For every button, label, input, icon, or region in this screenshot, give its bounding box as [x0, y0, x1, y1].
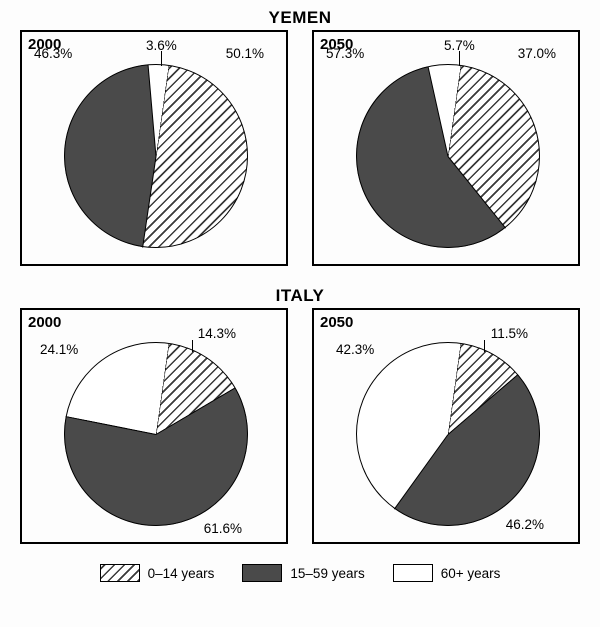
leader-line: [459, 51, 460, 66]
chart-italy-2000: 2000 14.3% 61.6% 24.1%: [20, 308, 288, 544]
pie-wrap: [64, 64, 248, 248]
slice-label: 57.3%: [326, 46, 364, 61]
leader-line: [161, 51, 162, 66]
legend-item-white: 60+ years: [393, 564, 501, 582]
pie-wrap: [64, 342, 248, 526]
legend-label: 60+ years: [441, 566, 501, 581]
pie-wrap: [356, 64, 540, 248]
chart-yemen-2000: 2000 50.1% 46.3% 3.6%: [20, 30, 288, 266]
legend-label: 0–14 years: [148, 566, 215, 581]
legend-item-hatch: 0–14 years: [100, 564, 215, 582]
leader-line: [484, 340, 485, 352]
row-yemen: 2000 50.1% 46.3% 3.6% 2050 37.0% 57.3% 5…: [10, 30, 590, 266]
legend-swatch: [100, 564, 140, 582]
slice-label: 46.3%: [34, 46, 72, 61]
country-title-italy: ITALY: [10, 286, 590, 306]
chart-italy-2050: 2050 11.5% 46.2% 42.3%: [312, 308, 580, 544]
slice-label: 37.0%: [518, 46, 556, 61]
chart-yemen-2050: 2050 37.0% 57.3% 5.7%: [312, 30, 580, 266]
country-title-yemen: YEMEN: [10, 8, 590, 28]
year-label: 2000: [28, 314, 61, 331]
slice-label: 61.6%: [204, 521, 242, 536]
slice-label: 24.1%: [40, 342, 78, 357]
slice-label: 42.3%: [336, 342, 374, 357]
pie-wrap: [356, 342, 540, 526]
slice-label: 11.5%: [491, 326, 528, 341]
row-italy: 2000 14.3% 61.6% 24.1% 2050 11.5% 46.2% …: [10, 308, 590, 544]
legend-swatch: [242, 564, 282, 582]
legend: 0–14 years 15–59 years 60+ years: [10, 564, 590, 582]
year-label: 2050: [320, 314, 353, 331]
slice-label: 50.1%: [226, 46, 264, 61]
leader-line: [192, 340, 193, 352]
slice-label: 14.3%: [198, 326, 236, 341]
slice-label: 46.2%: [506, 517, 544, 532]
legend-label: 15–59 years: [290, 566, 364, 581]
legend-swatch: [393, 564, 433, 582]
legend-item-dark: 15–59 years: [242, 564, 364, 582]
